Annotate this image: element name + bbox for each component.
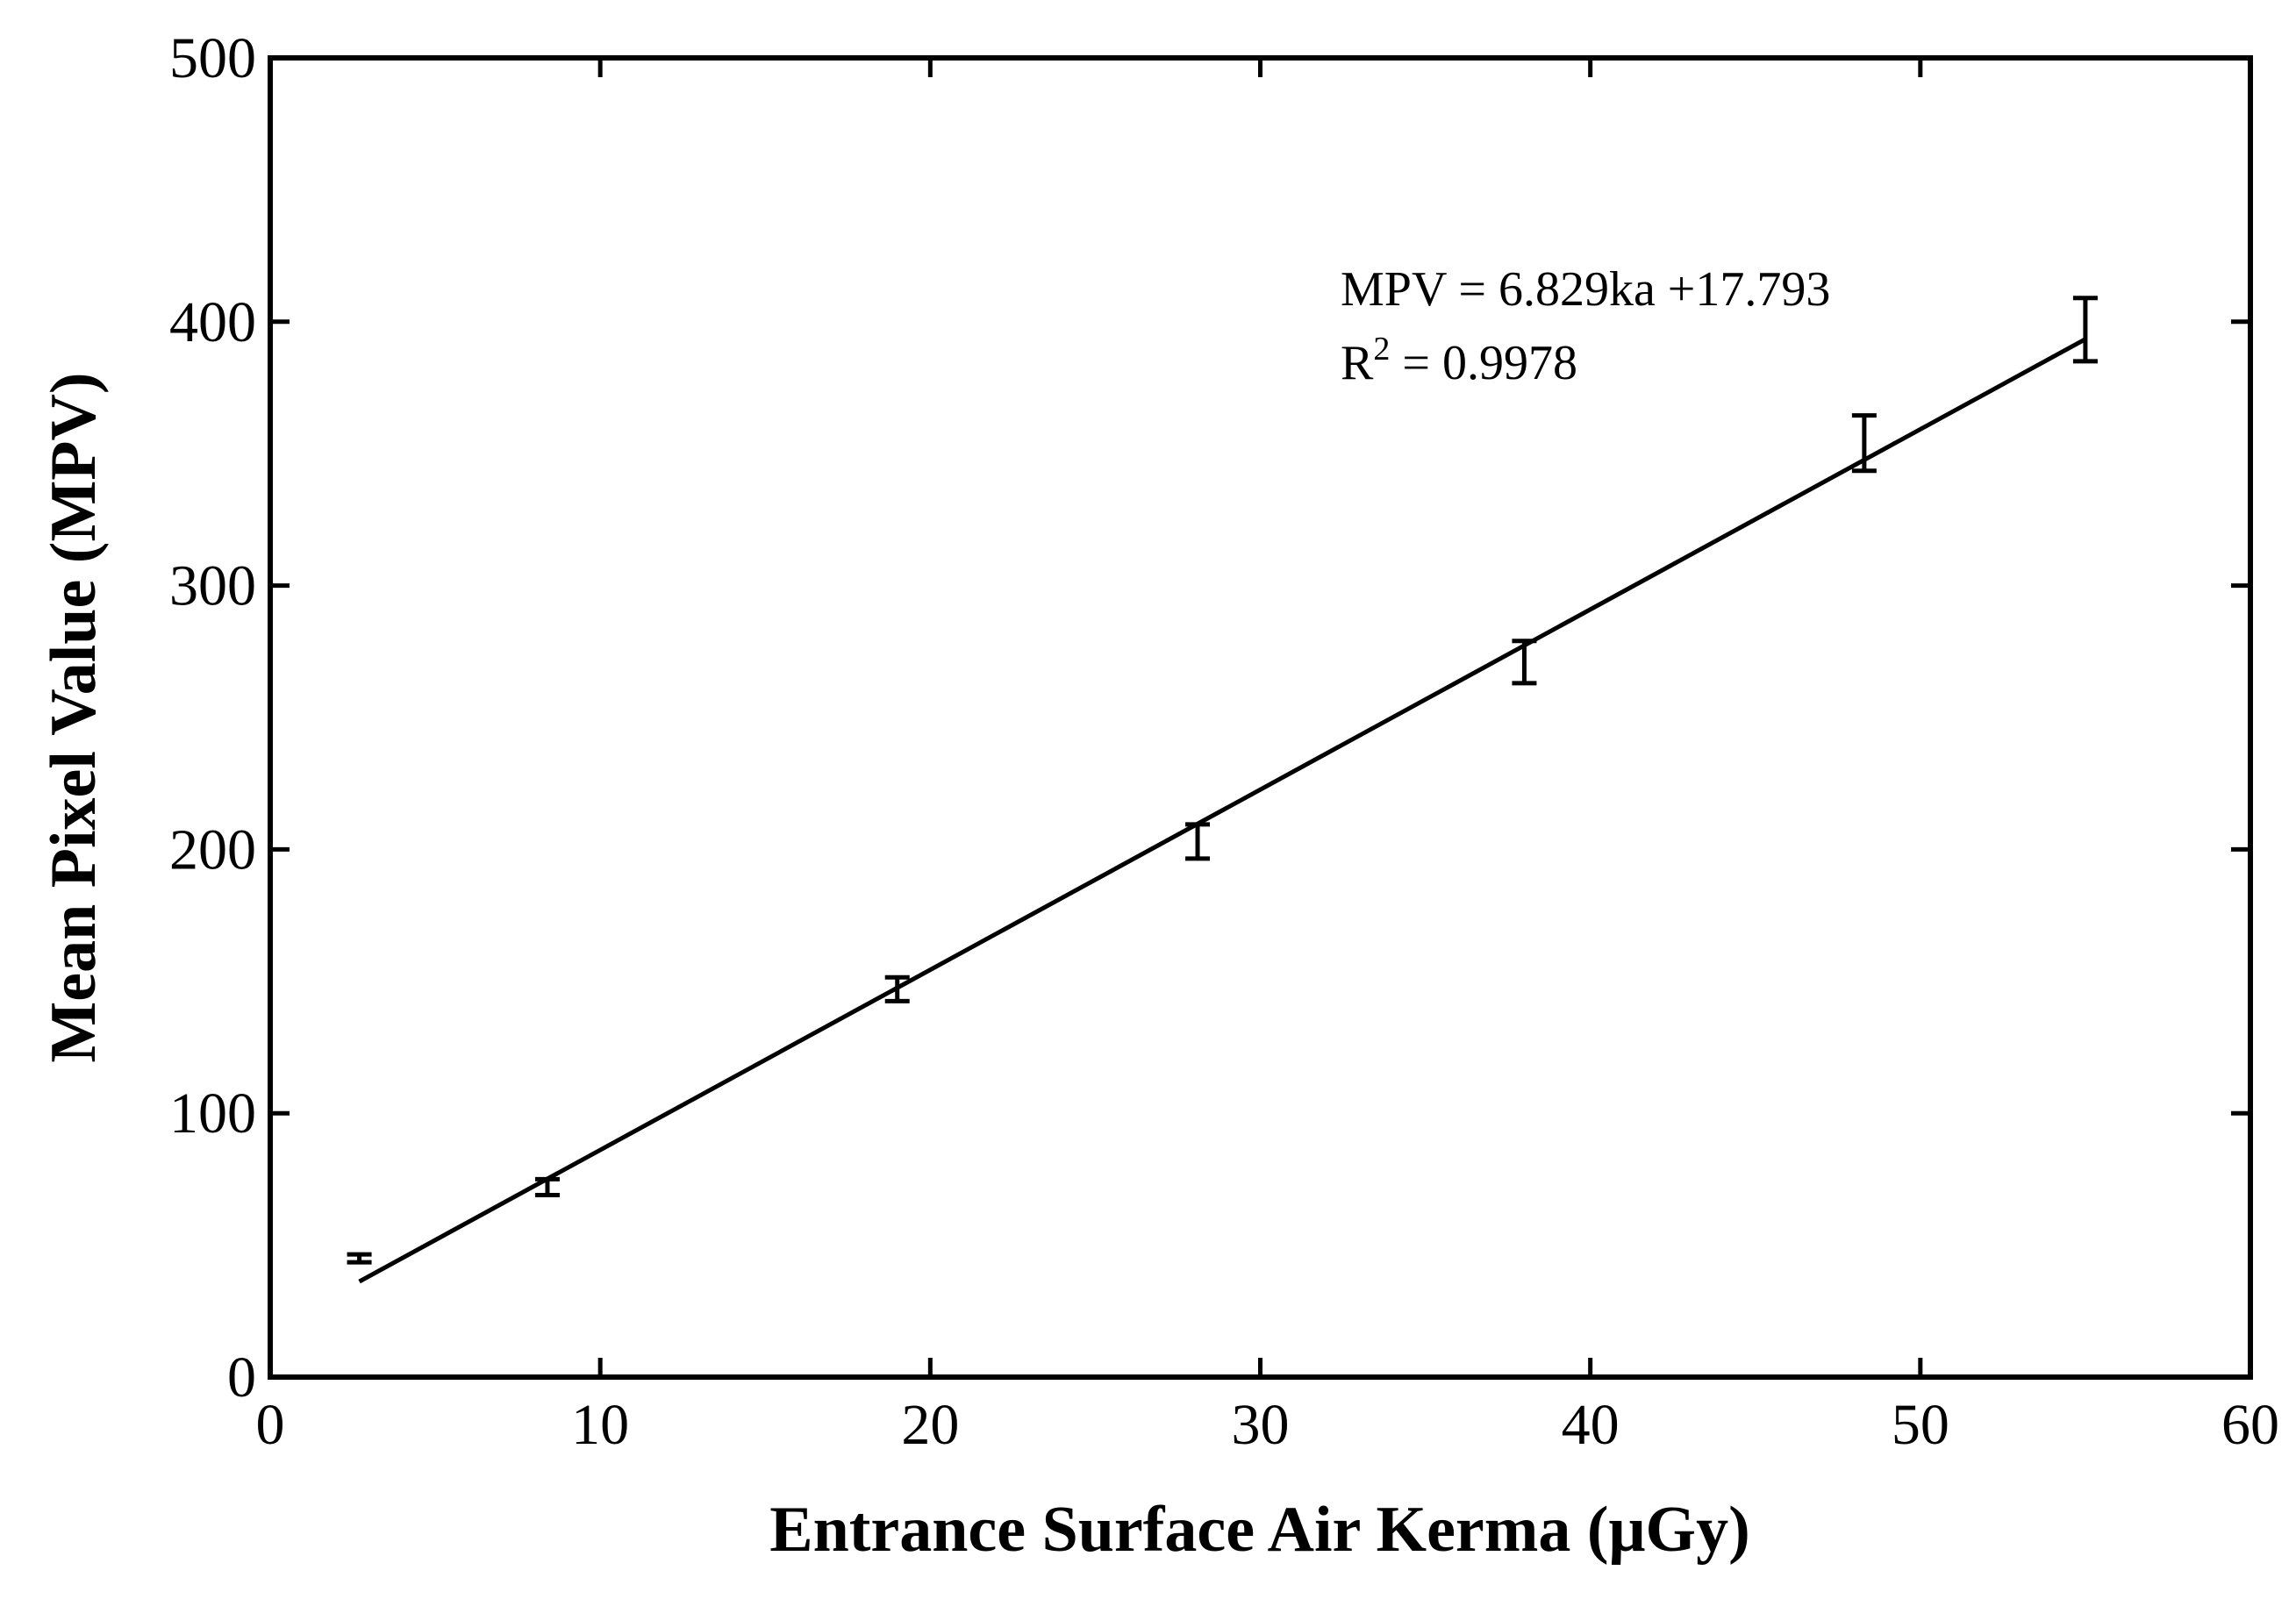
y-axis-title: Mean Pixel Value (MPV) — [38, 372, 110, 1062]
x-tick-label: 20 — [901, 1393, 959, 1457]
x-tick-label: 30 — [1232, 1393, 1290, 1457]
regression-line — [358, 337, 2087, 1284]
error-bar — [1512, 639, 1537, 686]
x-tick-label: 0 — [256, 1393, 285, 1457]
y-tick-label: 0 — [227, 1346, 256, 1410]
y-tick-label: 400 — [169, 290, 256, 354]
x-tick-label: 60 — [2221, 1393, 2279, 1457]
data-points — [347, 296, 2098, 1265]
error-bar — [2072, 296, 2098, 364]
r-squared-prefix: R — [1341, 336, 1374, 390]
error-bar — [1185, 822, 1211, 861]
equation-annotation: MPV = 6.829ka +17.793 — [1341, 262, 1830, 317]
plot-frame — [268, 55, 2253, 1380]
x-axis-title: Entrance Surface Air Kerma (μGy) — [769, 1494, 1749, 1566]
r-squared-superscript: 2 — [1373, 331, 1390, 368]
y-tick-label: 300 — [169, 554, 256, 618]
error-bar — [1851, 413, 1877, 474]
r-squared-value: = 0.9978 — [1390, 336, 1577, 390]
x-tick-label: 10 — [571, 1393, 629, 1457]
x-axis-ticks: 0 10 20 30 40 50 60 — [256, 58, 2279, 1457]
y-tick-label: 100 — [169, 1081, 256, 1146]
r-squared-annotation: R2 = 0.9978 — [1341, 331, 1577, 390]
x-tick-label: 40 — [1562, 1393, 1620, 1457]
error-bar — [534, 1176, 560, 1197]
error-bar — [347, 1252, 372, 1265]
y-axis-ticks: 0 100 200 300 400 500 — [169, 26, 2250, 1410]
error-bar — [884, 974, 910, 1003]
y-tick-label: 200 — [169, 817, 256, 882]
x-tick-label: 50 — [1892, 1393, 1949, 1457]
y-tick-label: 500 — [169, 26, 256, 90]
